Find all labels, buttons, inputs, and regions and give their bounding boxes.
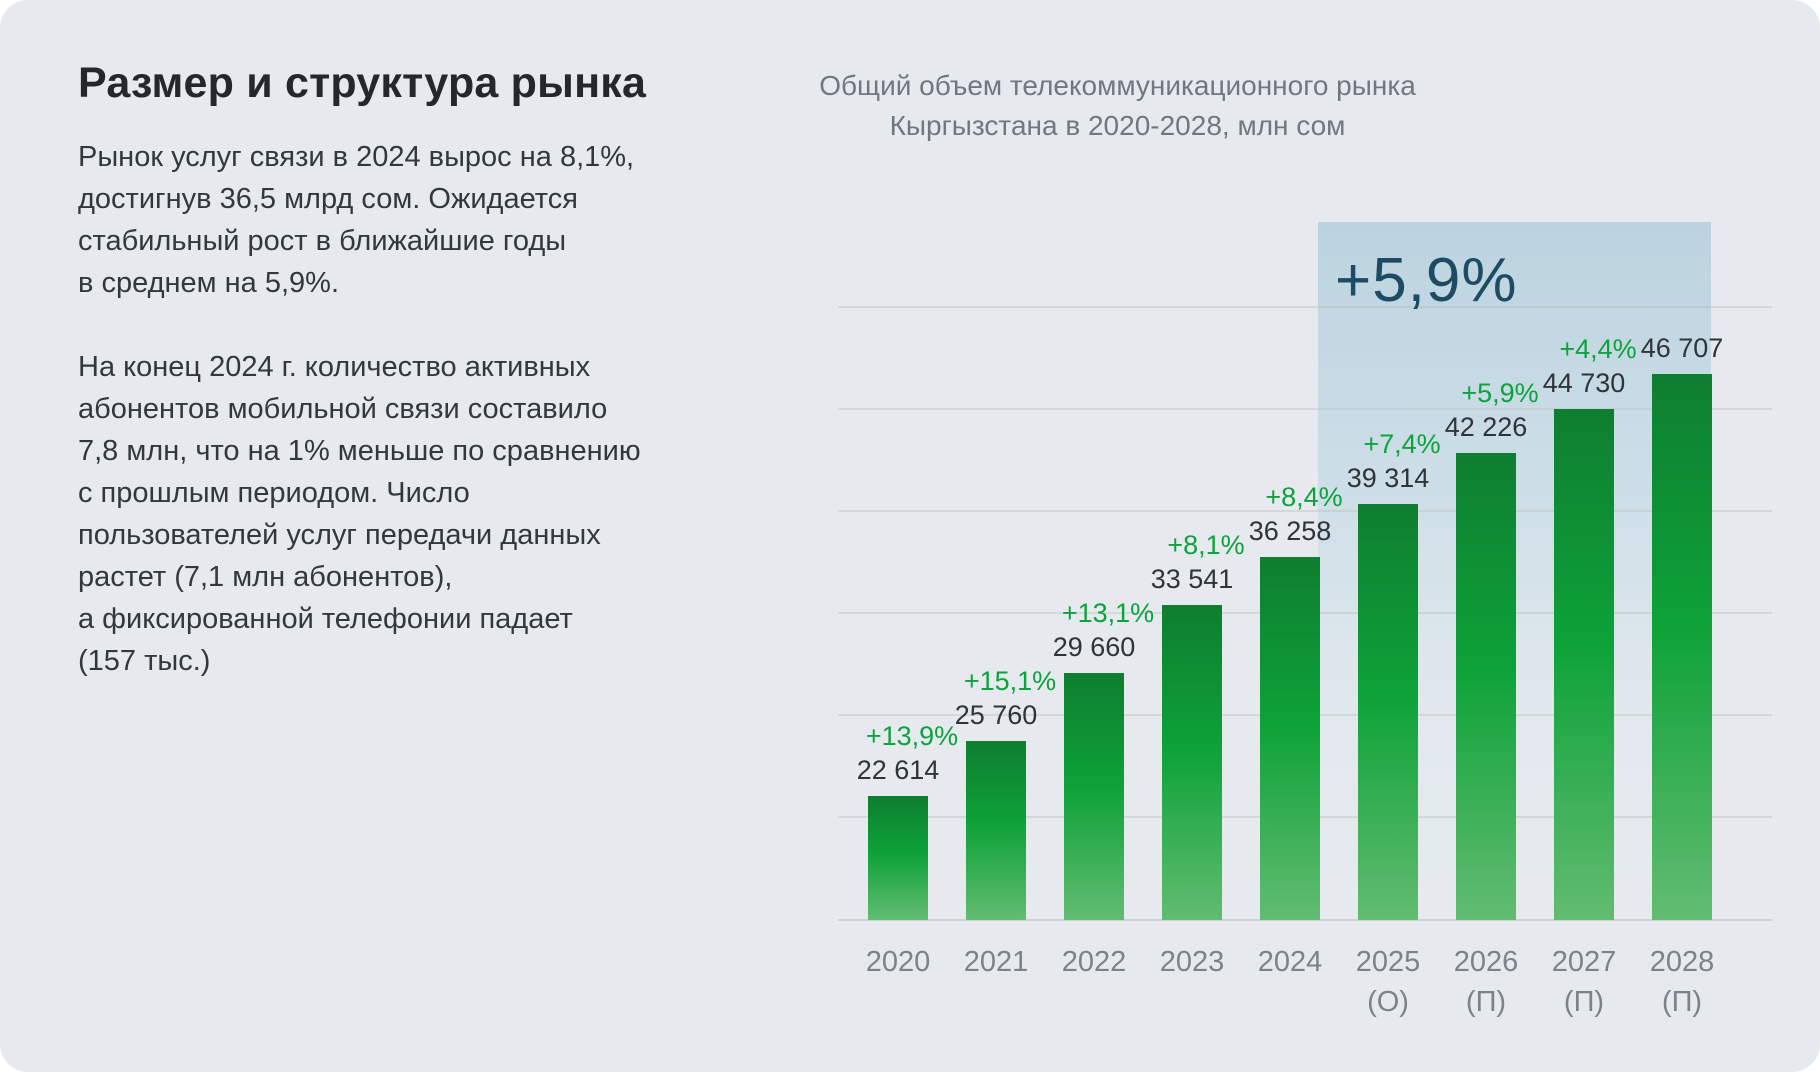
bar-2021 [966, 741, 1026, 920]
year-label-2027: 2027 (П) [1551, 946, 1617, 1018]
year-label-2025: 2025 (О) [1355, 946, 1421, 1018]
bar-2025 [1358, 504, 1418, 920]
bar-value-label-2027: 44 730 [1542, 368, 1626, 398]
x-axis-line [838, 919, 1772, 921]
bar-2027 [1554, 409, 1614, 920]
bar-value-label-2025: 39 314 [1346, 463, 1430, 493]
bar-2023 [1162, 605, 1222, 920]
growth-label-2025: +8,4% [1265, 482, 1343, 512]
bar-value-label-2021: 25 760 [954, 700, 1038, 730]
bar-value-label-2020: 22 614 [856, 755, 940, 785]
year-label-2024: 2024 [1257, 946, 1323, 978]
growth-label-2022: +15,1% [963, 666, 1057, 696]
gridline [838, 408, 1772, 410]
bar-value-label-2023: 33 541 [1150, 564, 1234, 594]
gridline [838, 306, 1772, 308]
bar-value-label-2024: 36 258 [1248, 516, 1332, 546]
year-label-2020: 2020 [865, 946, 931, 978]
bar-2028 [1652, 374, 1712, 920]
year-label-2023: 2023 [1159, 946, 1225, 978]
intro-paragraph: Рынок услуг связи в 2024 вырос на 8,1%, … [78, 141, 635, 299]
bar-2022 [1064, 673, 1124, 920]
chart-title: Общий объем телекоммуникационного рынка … [819, 70, 1416, 141]
bar-2020 [868, 796, 928, 920]
bar-chart: 22 614 2020 25 760 +13,9% 2021 29 660 +15,1% 20… [838, 222, 1772, 1018]
bar-value-label-2028: 46 707 [1640, 333, 1724, 363]
forecast-annotation: +5,9% [1335, 246, 1518, 315]
growth-label-2021: +13,9% [865, 721, 959, 751]
gridline [838, 510, 1772, 512]
bar-2026 [1456, 453, 1516, 920]
bar-2024 [1260, 557, 1320, 920]
growth-label-2028: +4,4% [1559, 334, 1637, 364]
year-label-2026: 2026 (П) [1453, 946, 1519, 1018]
page-title: Размер и структура рынка [78, 59, 647, 107]
growth-label-2024: +8,1% [1167, 530, 1245, 560]
year-label-2022: 2022 [1061, 946, 1127, 978]
growth-label-2023: +13,1% [1061, 598, 1155, 628]
bar-value-label-2026: 42 226 [1444, 412, 1528, 442]
subscribers-paragraph: На конец 2024 г. количество активных або… [78, 351, 641, 677]
bar-value-label-2022: 29 660 [1052, 632, 1136, 662]
growth-label-2026: +7,4% [1363, 429, 1441, 459]
year-label-2028: 2028 (П) [1649, 946, 1715, 1018]
year-label-2021: 2021 [963, 946, 1029, 978]
growth-label-2027: +5,9% [1461, 378, 1539, 408]
